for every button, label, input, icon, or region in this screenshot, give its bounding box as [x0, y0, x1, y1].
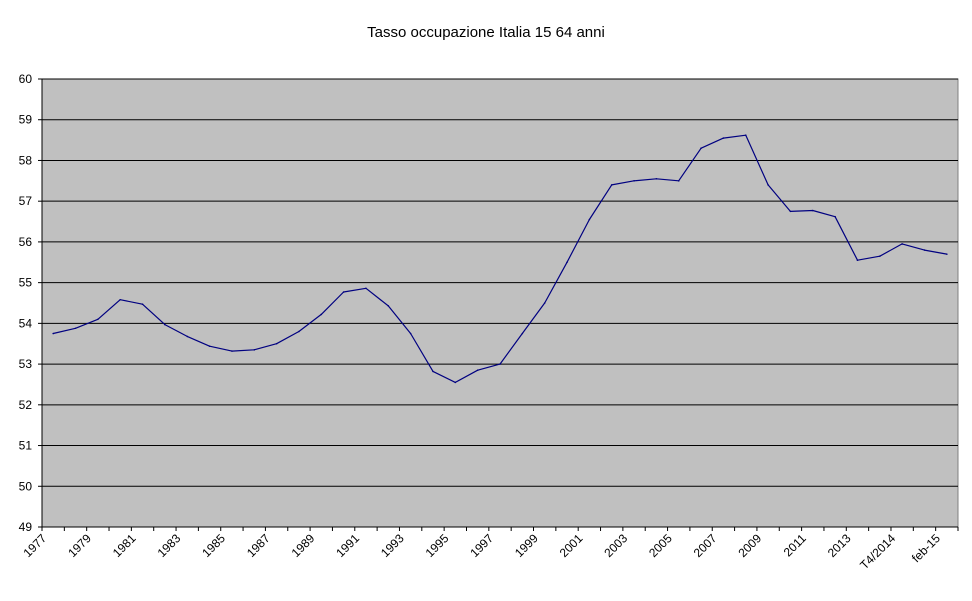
x-tick-label: 2007 — [691, 531, 720, 560]
data-point — [767, 184, 769, 186]
data-point — [856, 259, 859, 262]
data-point — [432, 370, 434, 373]
data-point — [454, 381, 457, 384]
data-point — [744, 134, 747, 137]
y-tick-label: 51 — [19, 439, 33, 453]
y-tick-label: 55 — [19, 276, 33, 290]
data-point — [923, 249, 926, 251]
data-point — [499, 363, 501, 365]
data-point — [566, 261, 568, 264]
y-tick-label: 58 — [19, 153, 33, 167]
data-point — [811, 209, 814, 212]
data-point — [119, 298, 121, 301]
y-tick-label: 57 — [19, 194, 33, 208]
y-tick-label: 59 — [19, 113, 33, 127]
x-tick-label: 1997 — [467, 531, 496, 560]
x-tick-label: 1979 — [65, 531, 94, 560]
data-point — [298, 330, 300, 333]
data-point — [677, 180, 680, 182]
data-point — [52, 332, 54, 335]
y-tick-label: 60 — [19, 72, 33, 86]
data-point — [610, 184, 613, 186]
series-group — [52, 134, 948, 384]
y-tick-label: 52 — [19, 398, 33, 412]
x-tick-label: 2009 — [735, 531, 764, 560]
x-tick-label: 1985 — [199, 531, 228, 560]
data-point — [409, 332, 412, 335]
plot-area — [41, 78, 959, 528]
y-tick-label: 54 — [19, 316, 33, 330]
x-tick-label: 1977 — [21, 531, 50, 560]
data-point — [186, 335, 189, 338]
x-tick-label: 2013 — [825, 531, 854, 560]
x-tick-label: 2003 — [601, 531, 630, 560]
y-tick-label: 49 — [19, 520, 33, 534]
x-tick-label: 1995 — [423, 531, 452, 560]
chart-title: Tasso occupazione Italia 15 64 anni — [367, 24, 605, 41]
data-point — [700, 147, 702, 150]
gridlines — [42, 78, 958, 487]
x-axis: 1977 1979 1981 1983 1985 1987 1989 1991 1993 1995… — [21, 526, 959, 572]
x-tick-label: T4/2014 — [857, 531, 898, 572]
data-point — [164, 323, 166, 326]
x-tick-label: 1987 — [244, 531, 273, 560]
data-point — [633, 180, 635, 182]
data-point — [141, 303, 144, 306]
data-point — [789, 210, 792, 213]
x-tick-label: 1981 — [110, 531, 139, 560]
data-point — [74, 327, 77, 330]
data-point — [655, 177, 658, 180]
y-axis: 49 50 51 52 53 54 55 56 57 58 59 60 — [19, 72, 43, 534]
x-tick-label: 1991 — [333, 531, 362, 560]
x-tick-label: 1983 — [155, 531, 184, 560]
data-point — [588, 218, 591, 221]
data-point — [320, 313, 323, 316]
y-tick-label: 50 — [19, 479, 33, 493]
x-tick-label: 2001 — [557, 531, 586, 560]
x-tick-label: feb-15 — [909, 531, 943, 565]
data-point — [97, 318, 99, 321]
data-point — [208, 345, 211, 347]
data-point — [722, 137, 725, 139]
data-point — [834, 215, 836, 218]
data-point — [387, 305, 390, 307]
x-tick-label: 2005 — [646, 531, 675, 560]
data-point — [946, 253, 948, 255]
x-tick-label: 1999 — [512, 531, 541, 560]
data-point — [275, 342, 278, 345]
x-tick-label: 1989 — [289, 531, 318, 560]
data-point — [521, 332, 524, 335]
data-point — [231, 350, 233, 352]
x-tick-label: 2011 — [781, 531, 809, 559]
data-point — [879, 255, 881, 257]
y-tick-label: 56 — [19, 235, 33, 249]
data-point — [476, 369, 479, 372]
y-tick-label: 53 — [19, 357, 33, 371]
data-point — [901, 243, 903, 245]
data-point — [543, 302, 546, 304]
data-point — [365, 287, 367, 290]
x-tick-label: 1993 — [378, 531, 407, 560]
data-point — [342, 291, 345, 293]
data-point — [253, 349, 256, 351]
